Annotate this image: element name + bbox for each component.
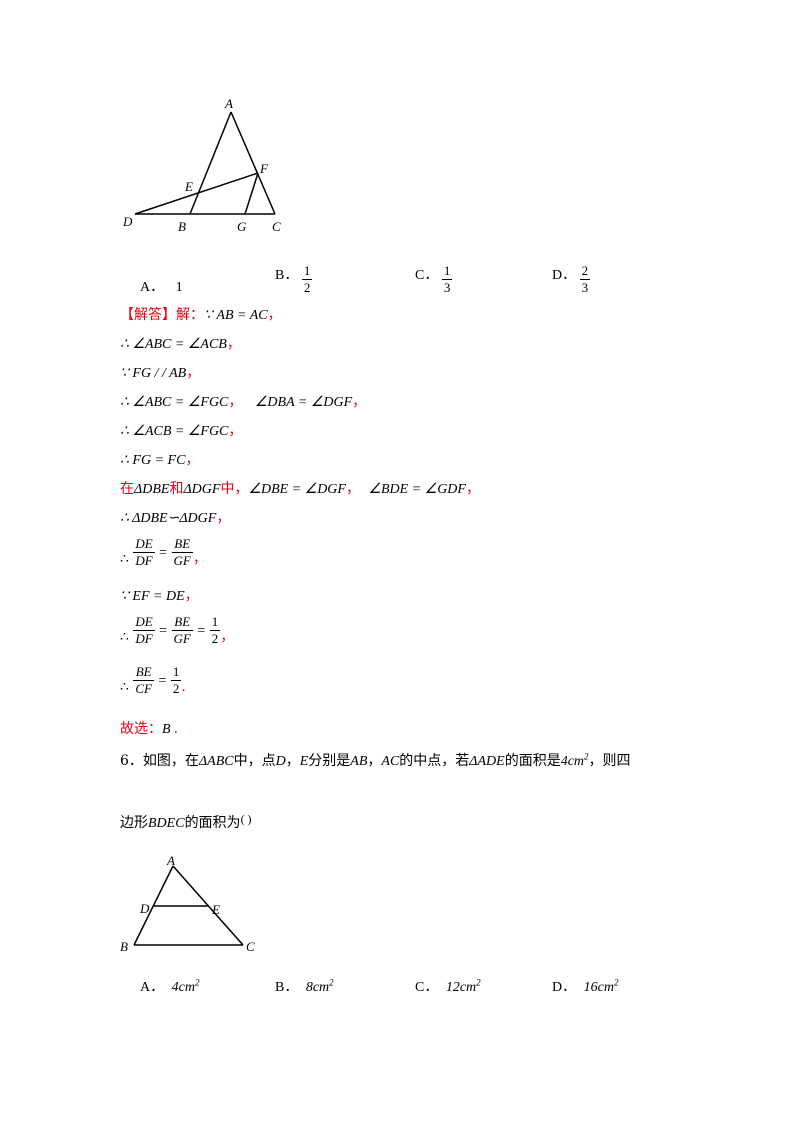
solution-line-9: ∴ DE DF = BE GF ， — [120, 536, 207, 568]
label-e: E — [184, 179, 193, 194]
solution-line-1: 【解答】解：∵ AB = AC， — [120, 307, 282, 323]
fraction-one-third: 1 3 — [441, 263, 453, 295]
solution-line-7: 在ΔDBE和ΔDGF中，∠DBE = ∠DGF， ∠BDE = ∠GDF， — [120, 481, 480, 497]
q6-option-c[interactable]: C． 12cm2 — [415, 977, 481, 995]
solution-line-6: ∴ FG = FC， — [120, 452, 200, 468]
segment-ab — [189, 111, 232, 215]
segment-df — [134, 172, 259, 215]
q5-option-b[interactable]: B． 1 2 — [275, 263, 313, 295]
fraction-one-half-3: 1 2 — [170, 664, 182, 696]
label-c-2: C — [246, 939, 255, 954]
answer-line: 故选：B. — [120, 721, 179, 737]
q5-option-c[interactable]: C． 1 3 — [415, 263, 453, 295]
triangle-figure-1: A B C D E F G — [122, 96, 281, 234]
q6-option-b[interactable]: B． 8cm2 — [275, 977, 334, 995]
label-a-2: A — [166, 853, 175, 868]
label-b-2: B — [120, 939, 128, 954]
label-b: B — [178, 219, 186, 234]
label-g: G — [237, 219, 247, 234]
solution-line-2: ∴ ∠ABC = ∠ACB， — [120, 336, 241, 352]
q6-text-line-2: 边形BDEC的面积为( ) — [120, 812, 252, 831]
fraction-de-df: DE DF — [133, 536, 155, 568]
segment-fg — [244, 172, 259, 215]
solution-line-5: ∴ ∠ACB = ∠FGC， — [120, 423, 243, 439]
q6-text-line-1: 6．如图，在ΔABC中，点D，E分别是AB，AC的中点，若ΔADE的面积是4cm… — [120, 751, 631, 769]
fraction-be-gf-2: BE GF — [171, 614, 193, 646]
triangle-figure-2: A B C D E — [120, 853, 255, 954]
label-d-2: D — [139, 901, 150, 916]
q5-option-d[interactable]: D． 2 3 — [552, 263, 591, 295]
label-a: A — [224, 96, 233, 111]
solution-line-12: ∴ BE CF = 1 2 . — [120, 664, 186, 696]
q5-option-a[interactable]: A． 1 — [140, 280, 183, 295]
solution-line-8: ∴ ΔDBE∽ΔDGF， — [120, 510, 231, 526]
label-f: F — [259, 161, 269, 176]
fraction-one-half: 1 2 — [301, 263, 313, 295]
q6-option-a[interactable]: A． 4cm2 — [140, 977, 200, 995]
fraction-be-gf: BE GF — [171, 536, 193, 568]
fraction-two-thirds: 2 3 — [579, 263, 591, 295]
solution-line-4: ∴ ∠ABC = ∠FGC， ∠DBA = ∠DGF， — [120, 394, 367, 410]
segment-ac — [230, 111, 276, 215]
fraction-be-cf: BE CF — [133, 664, 154, 696]
solution-line-10: ∵ EF = DE， — [120, 588, 199, 604]
q6-option-d[interactable]: D． 16cm2 — [552, 977, 619, 995]
fraction-de-df-2: DE DF — [133, 614, 155, 646]
fraction-one-half-2: 1 2 — [209, 614, 221, 646]
label-c: C — [272, 219, 281, 234]
solution-line-3: ∵ FG / / AB， — [120, 365, 201, 381]
label-e-2: E — [211, 902, 220, 917]
solution-line-11: ∴ DE DF = BE GF = 1 2 ， — [120, 614, 235, 646]
label-d: D — [122, 214, 133, 229]
